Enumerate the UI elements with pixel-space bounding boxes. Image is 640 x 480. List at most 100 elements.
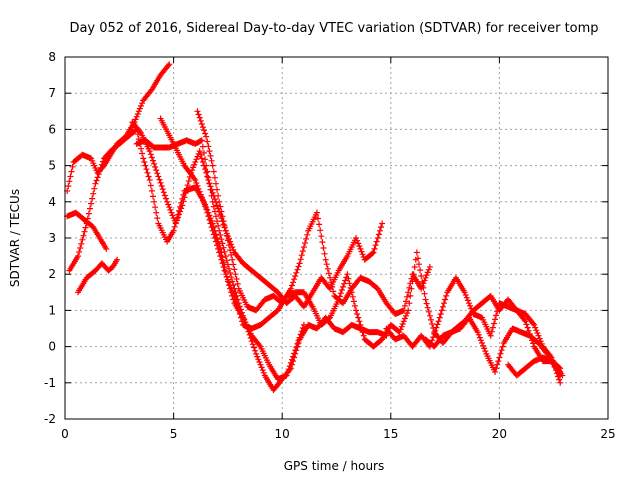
x-tick-label: 10 xyxy=(275,427,290,441)
series-track-12 xyxy=(505,354,564,379)
track-markers xyxy=(306,211,319,232)
track-markers xyxy=(454,319,467,331)
y-tick-label: 2 xyxy=(48,267,56,281)
track-markers xyxy=(484,353,497,373)
track-markers xyxy=(67,254,80,272)
data-point xyxy=(92,180,99,187)
track-markers xyxy=(354,311,367,339)
track-markers xyxy=(147,151,161,177)
data-point xyxy=(216,227,223,234)
track-markers xyxy=(158,117,176,145)
series-track-5 xyxy=(133,137,390,394)
data-point xyxy=(146,177,153,184)
track-markers xyxy=(258,315,272,327)
track-markers xyxy=(171,143,187,167)
data-point xyxy=(172,220,179,227)
y-axis-label: SDTVAR / TECUs xyxy=(8,189,22,287)
track-markers xyxy=(310,306,324,326)
track-markers xyxy=(523,312,537,327)
chart-title: Day 052 of 2016, Sidereal Day-to-day VTE… xyxy=(69,21,598,36)
track-markers xyxy=(249,334,263,349)
track-markers xyxy=(315,215,328,257)
track-markers xyxy=(141,87,154,103)
data-point xyxy=(557,379,564,386)
track-markers xyxy=(193,180,209,210)
data-point xyxy=(396,329,403,336)
data-point xyxy=(353,235,360,241)
track-markers xyxy=(475,331,489,355)
track-markers xyxy=(336,254,350,272)
track-markers xyxy=(462,308,476,323)
track-markers xyxy=(245,328,258,354)
track-markers xyxy=(180,173,193,205)
data-point xyxy=(164,198,171,205)
data-point xyxy=(155,173,162,180)
track-markers xyxy=(514,366,528,378)
data-point xyxy=(461,289,468,296)
track-markers xyxy=(241,261,254,273)
track-markers xyxy=(297,231,311,263)
data-point xyxy=(140,155,147,162)
track-markers xyxy=(414,255,428,297)
track-markers xyxy=(199,143,209,163)
track-markers xyxy=(130,120,143,135)
data-point xyxy=(370,249,377,256)
track-markers xyxy=(419,266,432,289)
track-markers xyxy=(223,273,237,297)
track-markers xyxy=(445,326,458,338)
data-point xyxy=(170,227,177,234)
data-point xyxy=(296,260,303,267)
x-tick-label: 0 xyxy=(61,427,69,441)
data-point xyxy=(166,61,173,68)
track-markers xyxy=(158,62,172,77)
data-point xyxy=(205,177,212,184)
data-point xyxy=(253,350,260,357)
data-point xyxy=(405,307,412,314)
track-markers xyxy=(232,250,245,265)
data-point xyxy=(313,209,320,216)
track-markers xyxy=(182,164,198,182)
y-tick-label: 0 xyxy=(48,340,56,354)
track-markers xyxy=(73,210,87,222)
track-markers xyxy=(297,323,311,341)
track-markers xyxy=(141,159,152,180)
track-markers xyxy=(506,297,519,312)
track-markers xyxy=(388,322,402,335)
track-markers xyxy=(165,229,176,243)
data-point xyxy=(114,256,121,263)
track-markers xyxy=(267,308,280,320)
track-markers xyxy=(319,276,332,291)
track-markers xyxy=(267,363,280,381)
track-markers xyxy=(93,158,106,184)
track-markers xyxy=(384,301,398,316)
track-markers xyxy=(210,168,222,199)
data-point xyxy=(214,202,221,209)
track-markers xyxy=(371,337,384,349)
track-markers xyxy=(76,276,89,294)
data-point xyxy=(222,253,229,260)
track-markers xyxy=(89,157,100,174)
track-markers xyxy=(117,134,130,146)
track-markers xyxy=(210,203,222,229)
track-markers xyxy=(362,250,376,262)
track-markers xyxy=(289,340,302,368)
data-point xyxy=(435,318,442,325)
y-tick-label: 3 xyxy=(48,231,56,245)
data-point xyxy=(557,365,564,372)
y-tick-label: 8 xyxy=(48,50,56,64)
x-axis-label: GPS time / hours xyxy=(284,459,385,473)
data-point xyxy=(214,242,221,249)
track-markers xyxy=(102,153,113,167)
y-tick-label: -2 xyxy=(44,412,56,426)
track-markers xyxy=(432,334,445,349)
track-markers xyxy=(454,276,467,294)
track-markers xyxy=(480,316,493,337)
track-markers xyxy=(549,359,563,371)
track-markers xyxy=(215,245,228,274)
track-markers xyxy=(328,298,341,319)
track-markers xyxy=(204,138,215,164)
track-markers xyxy=(97,236,109,251)
track-markers xyxy=(354,237,367,260)
x-tick-label: 5 xyxy=(170,427,178,441)
